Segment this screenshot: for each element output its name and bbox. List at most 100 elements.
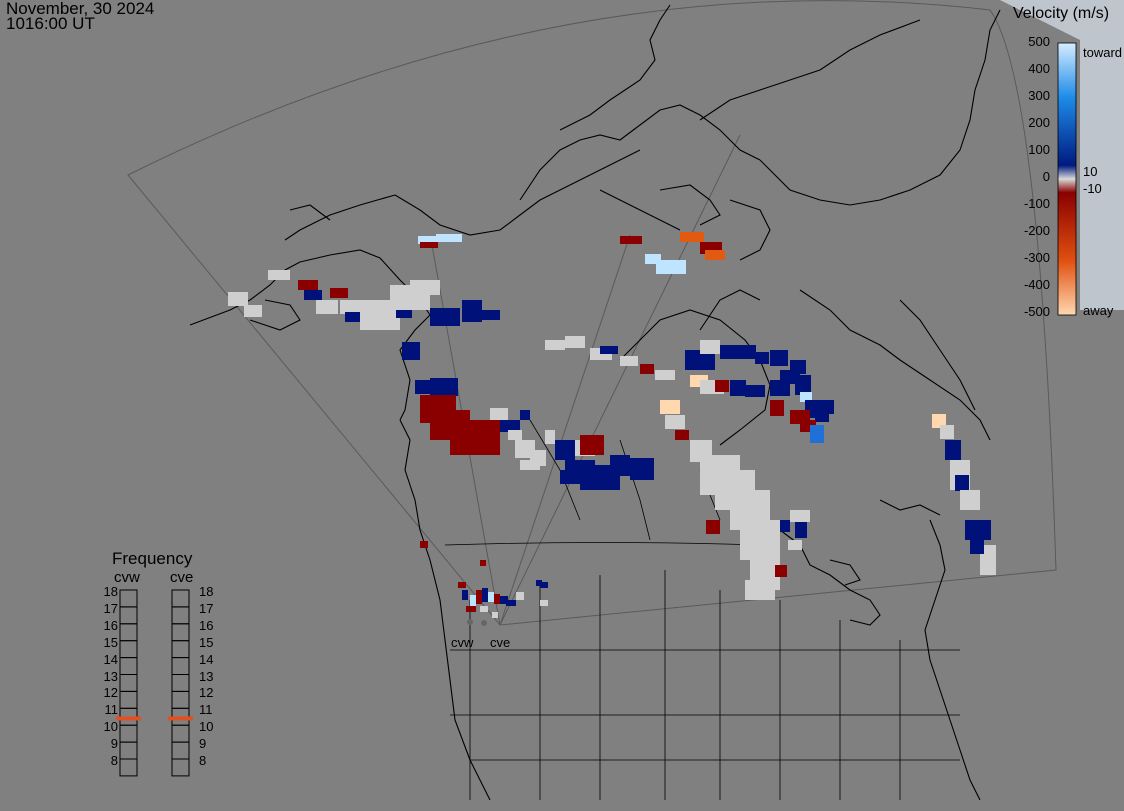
scatter-cell — [462, 590, 468, 600]
velocity-tick-label: 100 — [1028, 142, 1050, 157]
freq-radar-cve-label: cve — [170, 569, 194, 586]
arctic-coast — [394, 149, 641, 236]
freq-scale-label-left: 8 — [110, 753, 118, 768]
scatter-cell — [820, 400, 834, 414]
toward-label: toward — [1083, 45, 1123, 60]
site-cvw-marker — [467, 619, 473, 625]
labrador-coast — [799, 289, 991, 441]
freq-scale-label-left: 15 — [103, 634, 118, 650]
scatter-cell — [565, 336, 585, 348]
field-of-view-outline — [127, 0, 1057, 626]
freq-scale-label-right: 10 — [199, 719, 214, 735]
scatter-cell — [420, 541, 428, 548]
scatter-cell — [645, 254, 661, 264]
scatter-cell — [720, 345, 740, 359]
freq-scale-label-right: 8 — [199, 753, 207, 768]
velocity-tick-label: -100 — [1023, 196, 1050, 211]
scatter-cell — [555, 440, 575, 460]
scatter-cell — [470, 430, 500, 455]
scatter-cell — [304, 290, 322, 300]
arctic-islands — [519, 104, 761, 201]
scatter-cell — [540, 582, 548, 588]
scatter-cell — [500, 420, 520, 432]
freq-scale-label-right: 12 — [199, 685, 214, 701]
velocity-tick-label: -400 — [1023, 277, 1050, 292]
scatter-cell — [940, 425, 954, 439]
scatter-cell — [788, 540, 802, 550]
scatter-cell — [945, 440, 961, 460]
scatter-cell — [755, 352, 769, 364]
freq-scale-label-right: 16 — [199, 617, 214, 633]
radar-scatter-cells — [228, 232, 996, 618]
scatter-cell — [470, 595, 476, 607]
scatter-cell — [490, 408, 508, 420]
scatter-cell — [494, 594, 500, 604]
freq-scale-label-left: 16 — [103, 617, 118, 633]
scatter-cell — [660, 400, 680, 414]
scatter-cell — [745, 385, 765, 397]
scatter-cell — [705, 250, 725, 260]
freq-box-cell — [119, 606, 138, 625]
scatter-cell — [244, 305, 262, 317]
scatter-cell — [520, 410, 530, 420]
freq-scale-label-left: 10 — [103, 719, 118, 735]
scatter-cell — [500, 596, 508, 604]
freq-scale-label-right: 13 — [199, 668, 214, 684]
freq-box-cell — [119, 674, 138, 692]
freq-box-cell — [171, 724, 190, 743]
date-label: November, 30 2024 — [6, 0, 155, 18]
freq-box-cell — [119, 724, 138, 743]
scatter-cell — [476, 590, 482, 604]
scatter-cell — [580, 435, 604, 455]
time-label: 1016:00 UT — [6, 14, 95, 33]
scatter-cell — [665, 415, 685, 429]
coastlines — [189, 4, 1001, 801]
velocity-tick-label: 300 — [1028, 88, 1050, 103]
velocity-tick-label: 0 — [1042, 169, 1050, 184]
political-borders — [444, 419, 960, 800]
scatter-cell — [480, 560, 486, 566]
scatter-cell — [730, 380, 746, 396]
scatter-cell — [462, 300, 482, 322]
velocity-tick-label: 500 — [1028, 34, 1050, 49]
freq-box-cell — [171, 606, 190, 625]
scatter-cell — [228, 292, 248, 306]
site-cve-marker — [481, 620, 487, 626]
freq-radar-cvw-label: cvw — [114, 569, 140, 586]
scatter-cell — [740, 345, 756, 359]
greenland-coast — [759, 9, 1001, 206]
scatter-cell — [706, 520, 720, 534]
scatter-cell — [970, 540, 984, 554]
freq-marker-cve — [168, 716, 193, 721]
pacific-coast — [399, 419, 491, 801]
freq-box-cell — [171, 623, 190, 642]
freq-box-cell — [171, 741, 190, 760]
scatter-cell — [396, 310, 412, 318]
scatter-cell — [715, 380, 729, 392]
scatter-cell — [745, 580, 775, 600]
scatter-cell — [458, 582, 466, 588]
freq-scale-label-right: 11 — [199, 702, 213, 718]
freq-box-cell — [171, 657, 190, 675]
scatter-cell — [685, 350, 715, 370]
scatter-cell — [488, 592, 494, 602]
scatter-cell — [580, 480, 610, 490]
velocity-tick-label: -500 — [1023, 304, 1050, 319]
freq-box-cell — [171, 640, 190, 659]
freq-box-cell — [171, 758, 190, 777]
freq-scale-label-right: 9 — [199, 736, 207, 752]
scatter-cell — [700, 340, 720, 354]
scatter-cell — [418, 236, 438, 244]
scatter-cell — [680, 232, 704, 242]
atlantic-coast — [924, 519, 981, 801]
freq-scale-label-left: 17 — [103, 600, 118, 616]
neg-threshold-label: -10 — [1083, 181, 1102, 196]
scatter-cell — [960, 490, 980, 510]
scatter-cell — [516, 592, 524, 600]
scatter-cell — [780, 520, 790, 532]
scatter-cell — [492, 612, 498, 618]
scatter-cell — [508, 430, 522, 440]
scatter-cell — [536, 580, 542, 586]
freq-box-cell — [119, 657, 138, 675]
